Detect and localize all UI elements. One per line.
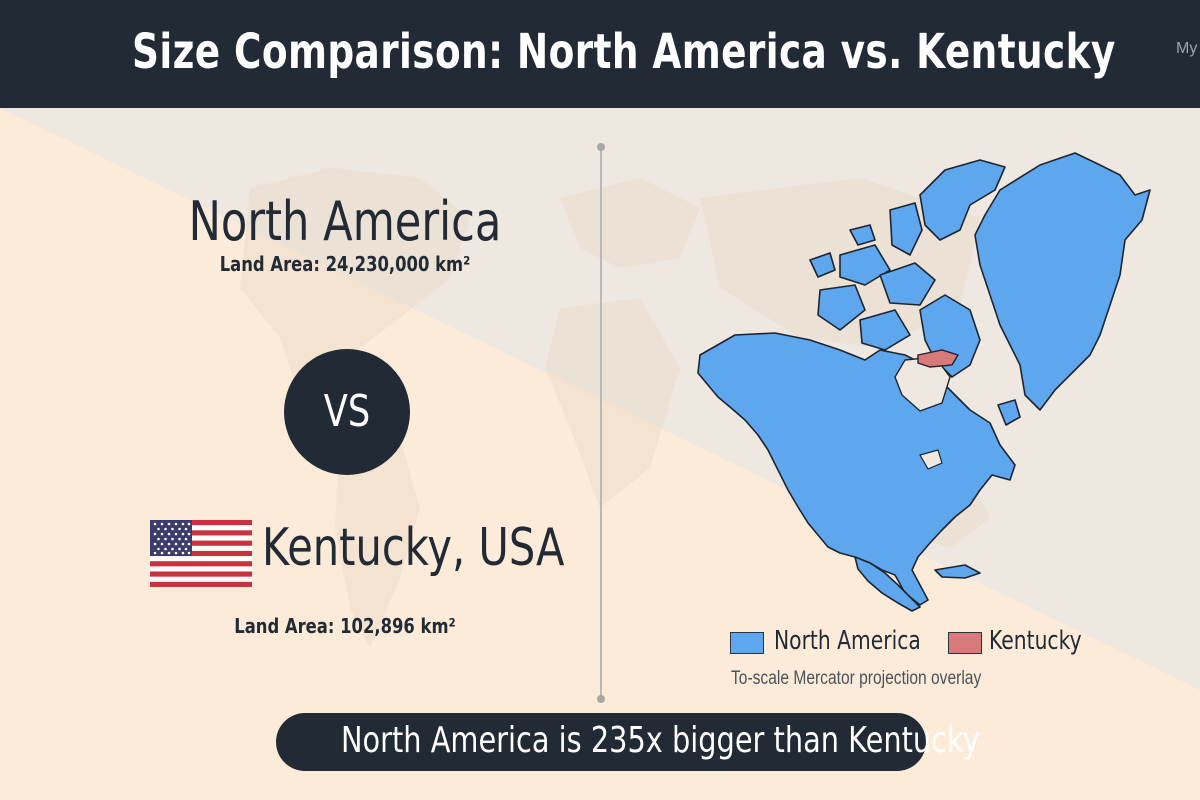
cuba-shape (934, 564, 981, 579)
divider-bottom-dot (597, 695, 605, 703)
arctic-island-shape (809, 252, 836, 278)
usa-flag-icon (150, 520, 252, 587)
arctic-island-shape (879, 262, 936, 306)
center-divider (600, 146, 602, 699)
legend-swatch-kentucky (948, 632, 982, 654)
comparison-text: North America is 235x bigger than Kentuc… (341, 720, 980, 761)
great-lakes-shape (919, 449, 943, 470)
comparison-banner: North America is 235x bigger than Kentuc… (276, 713, 980, 771)
divider-top-dot (597, 143, 605, 151)
page-title: Size Comparison: North America vs. Kentu… (132, 24, 1116, 80)
header-corner-text: My (1176, 40, 1198, 57)
newfoundland-shape (997, 399, 1021, 426)
header-bar: Size Comparison: North America vs. Kentu… (0, 0, 1200, 108)
kentucky-shape (917, 349, 960, 368)
region-b-name: Kentucky, USA (262, 518, 565, 578)
arctic-island-shape (849, 224, 876, 246)
legend-label-kentucky: Kentucky (989, 626, 1082, 656)
vs-badge: VS (284, 349, 410, 475)
ellesmere-island-shape (919, 159, 1006, 241)
region-b-area: Land Area: 102,896 km² (234, 614, 456, 638)
legend-swatch-north-america (730, 632, 764, 654)
arctic-island-shape (817, 284, 866, 331)
arctic-island-shape (859, 309, 911, 351)
arctic-island-shape (889, 202, 923, 256)
arctic-island-shape (839, 244, 891, 286)
region-a-area: Land Area: 24,230,000 km² (219, 252, 471, 276)
north-america-map (697, 152, 1151, 612)
vs-label: VS (323, 386, 371, 437)
region-a-name: North America (188, 190, 502, 253)
central-america-shape (854, 556, 921, 612)
map-note: To-scale Mercator projection overlay (731, 668, 982, 689)
greenland-shape (974, 152, 1151, 411)
legend-label-north-america: North America (774, 626, 921, 656)
